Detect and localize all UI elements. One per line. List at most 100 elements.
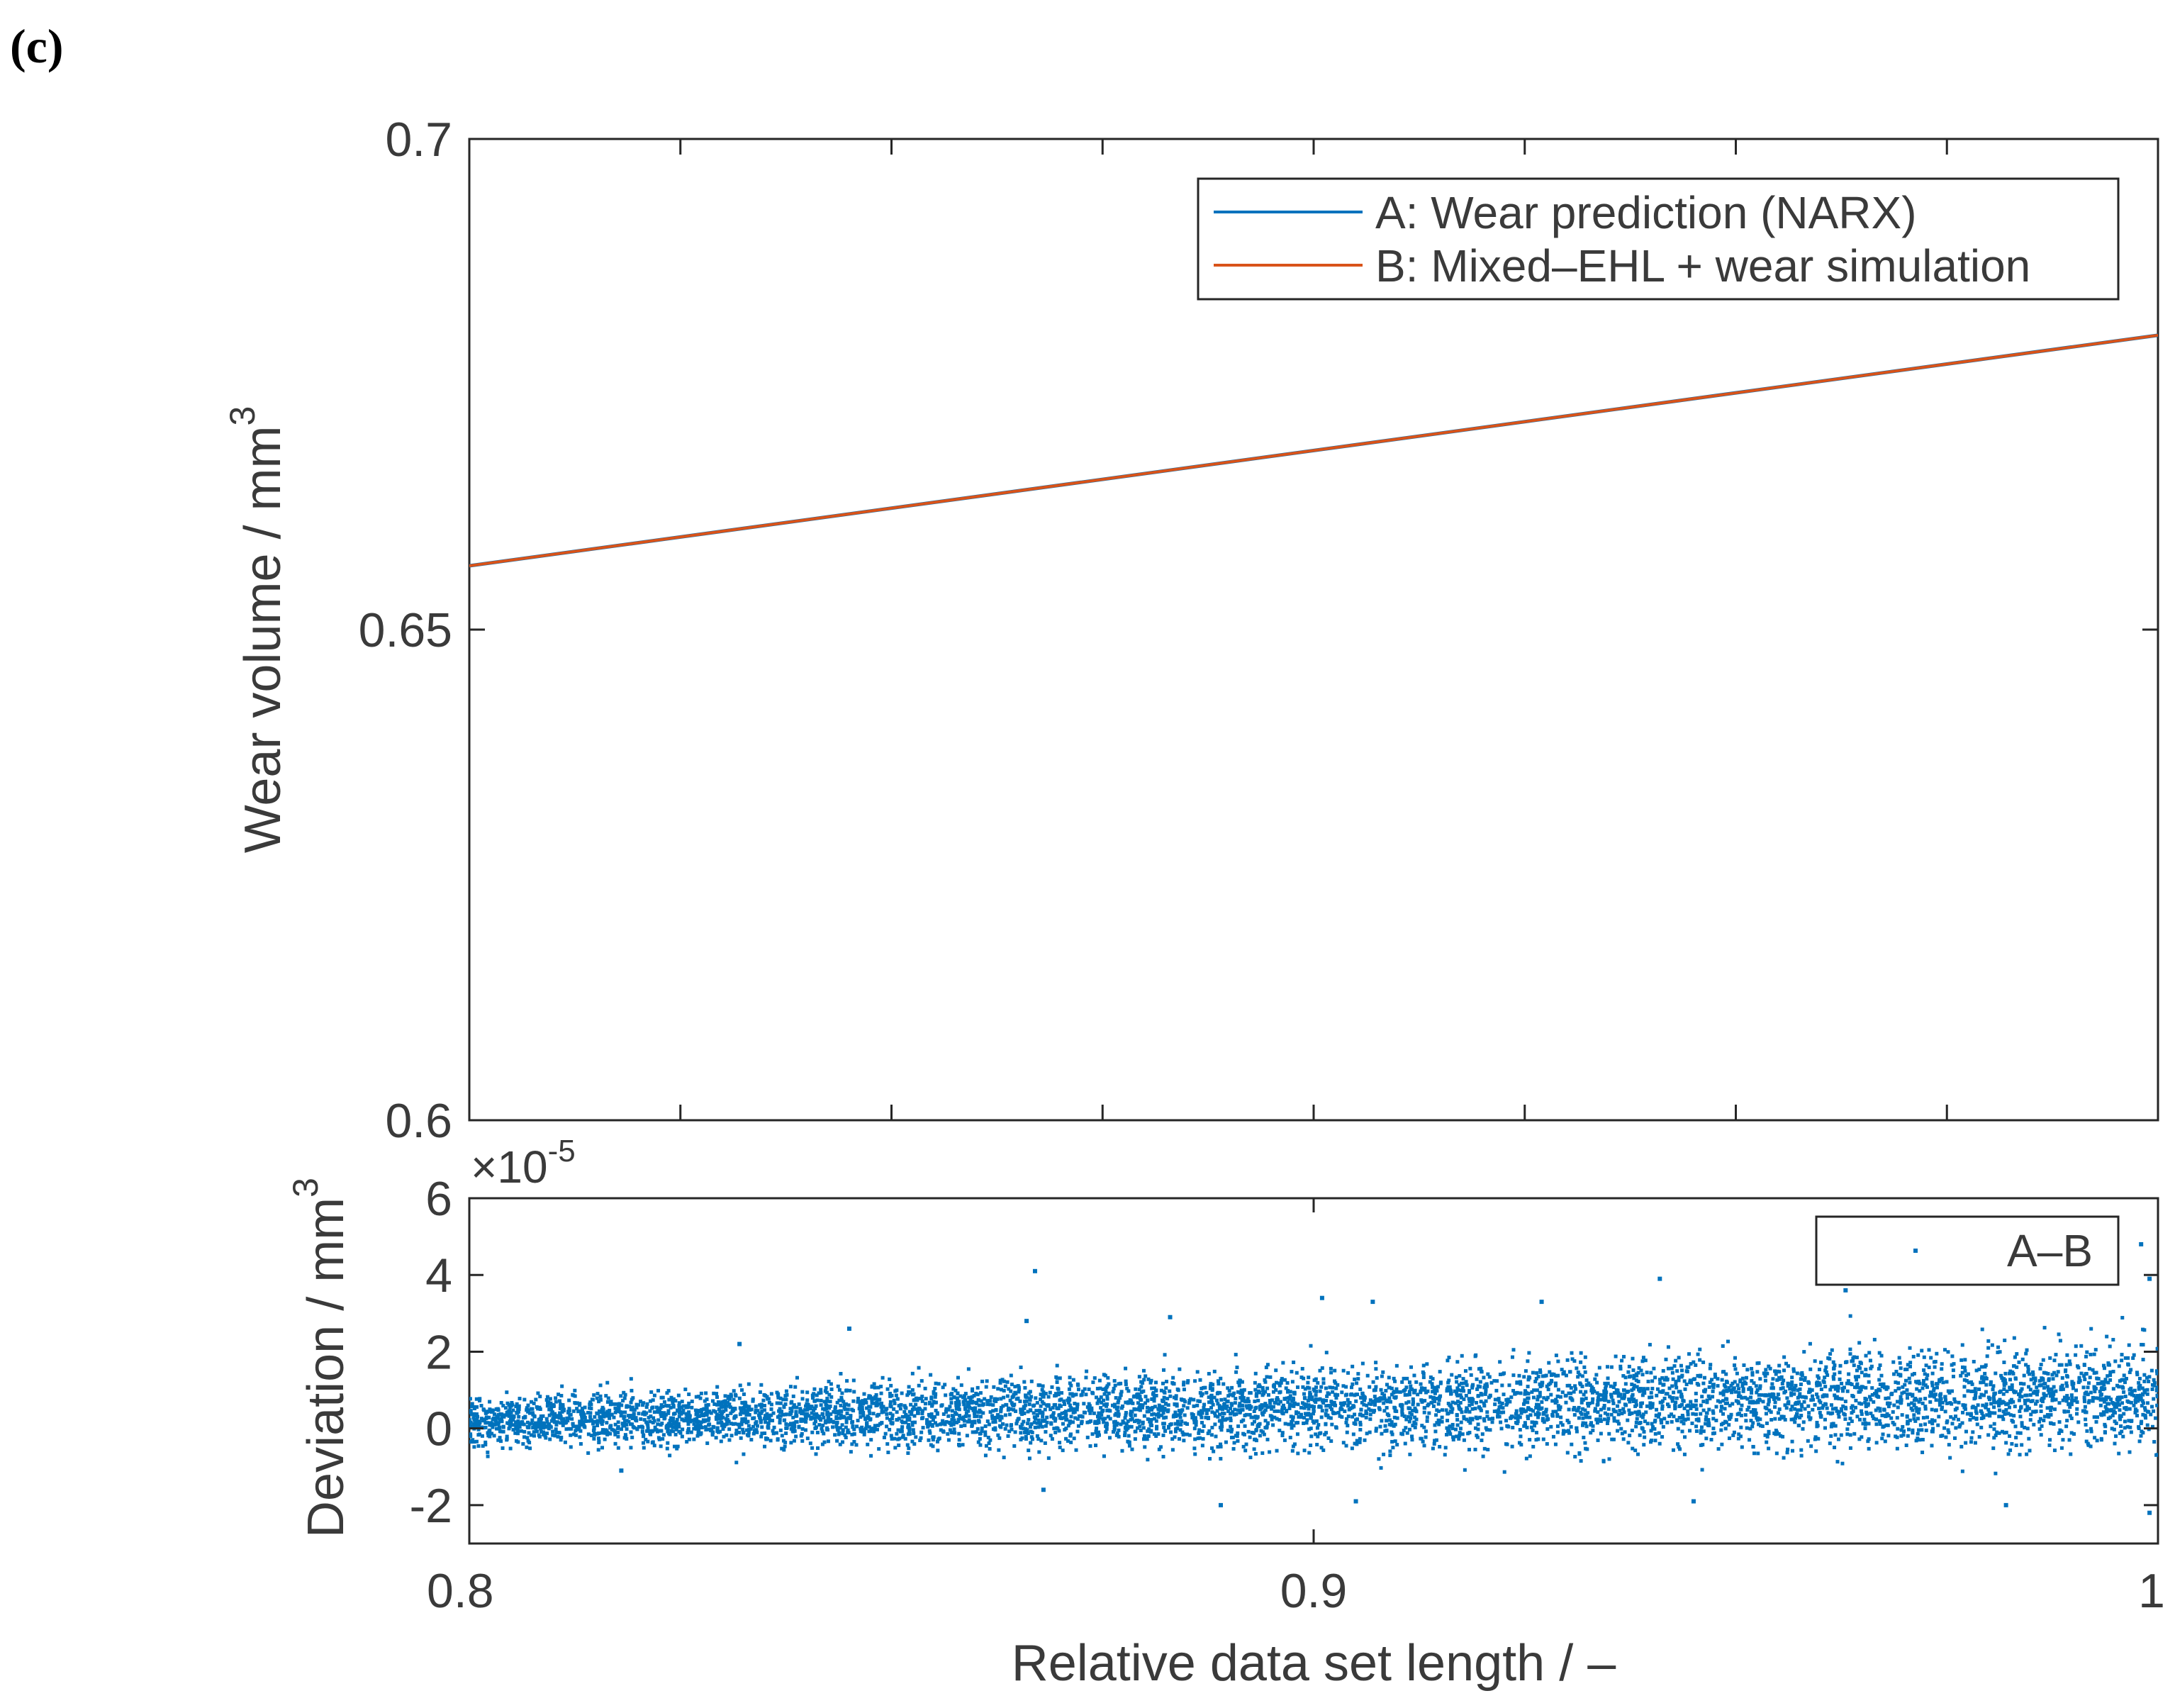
deviation-point bbox=[822, 1415, 826, 1419]
deviation-point bbox=[865, 1423, 869, 1427]
deviation-point bbox=[476, 1427, 481, 1431]
deviation-point bbox=[498, 1436, 502, 1440]
deviation-point bbox=[1902, 1390, 1906, 1395]
deviation-point bbox=[705, 1410, 709, 1414]
deviation-point bbox=[1229, 1402, 1234, 1406]
deviation-point bbox=[1457, 1436, 1461, 1441]
deviation-point bbox=[1474, 1415, 1478, 1419]
deviation-point bbox=[1084, 1375, 1088, 1380]
deviation-point bbox=[1404, 1401, 1409, 1405]
deviation-point bbox=[758, 1403, 762, 1407]
deviation-point bbox=[851, 1399, 856, 1403]
deviation-point bbox=[684, 1418, 688, 1422]
deviation-point bbox=[2029, 1412, 2033, 1417]
deviation-point bbox=[1144, 1395, 1148, 1399]
deviation-point bbox=[1292, 1360, 1296, 1364]
deviation-point bbox=[1798, 1392, 1802, 1396]
deviation-point bbox=[1029, 1408, 1033, 1412]
deviation-point bbox=[1980, 1411, 1984, 1415]
deviation-point bbox=[1740, 1381, 1745, 1385]
deviation-point bbox=[1866, 1439, 1870, 1444]
deviation-point bbox=[1524, 1456, 1528, 1461]
deviation-point bbox=[1263, 1380, 1268, 1384]
deviation-point bbox=[1407, 1400, 1411, 1404]
deviation-point bbox=[907, 1429, 912, 1434]
deviation-point bbox=[1920, 1428, 1924, 1432]
deviation-point bbox=[2049, 1422, 2053, 1426]
deviation-point bbox=[1229, 1418, 1233, 1422]
deviation-point bbox=[1974, 1410, 1978, 1414]
deviation-point bbox=[1631, 1387, 1636, 1391]
deviation-point bbox=[844, 1420, 849, 1424]
deviation-point bbox=[472, 1445, 476, 1449]
deviation-point bbox=[695, 1434, 700, 1438]
deviation-point bbox=[1075, 1402, 1080, 1407]
deviation-point bbox=[1385, 1429, 1389, 1433]
deviation-point bbox=[514, 1421, 518, 1425]
deviation-point bbox=[962, 1402, 966, 1407]
deviation-point bbox=[1382, 1393, 1387, 1397]
deviation-point bbox=[2065, 1394, 2069, 1398]
deviation-point bbox=[906, 1425, 910, 1429]
deviation-point bbox=[1932, 1388, 1936, 1392]
deviation-point bbox=[517, 1424, 521, 1428]
deviation-point bbox=[1917, 1400, 1921, 1404]
deviation-point bbox=[1005, 1394, 1010, 1398]
deviation-point bbox=[894, 1393, 898, 1397]
deviation-point bbox=[1662, 1378, 1667, 1382]
deviation-point bbox=[2001, 1417, 2006, 1422]
deviation-point bbox=[1381, 1370, 1385, 1374]
deviation-point bbox=[1784, 1361, 1789, 1366]
deviation-point bbox=[1633, 1404, 1638, 1408]
deviation-point bbox=[1610, 1437, 1614, 1441]
deviation-point bbox=[1094, 1444, 1098, 1448]
deviation-point bbox=[1227, 1388, 1231, 1392]
deviation-point bbox=[1161, 1405, 1165, 1409]
deviation-point bbox=[488, 1423, 492, 1427]
deviation-point bbox=[1139, 1385, 1144, 1389]
deviation-point bbox=[1292, 1442, 1297, 1446]
deviation-point bbox=[1864, 1385, 1868, 1390]
deviation-point bbox=[1258, 1422, 1262, 1426]
deviation-point bbox=[539, 1429, 543, 1434]
deviation-point bbox=[2020, 1424, 2024, 1428]
deviation-point bbox=[2074, 1344, 2078, 1349]
deviation-point bbox=[1703, 1390, 1707, 1394]
deviation-point bbox=[2017, 1398, 2021, 1402]
deviation-point bbox=[576, 1427, 581, 1431]
deviation-point bbox=[1645, 1422, 1650, 1426]
deviation-point bbox=[2085, 1429, 2089, 1433]
deviation-point bbox=[1975, 1422, 1979, 1427]
deviation-point bbox=[1537, 1404, 1541, 1408]
deviation-point bbox=[1600, 1397, 1604, 1402]
deviation-point bbox=[1007, 1406, 1011, 1410]
deviation-point bbox=[1521, 1407, 1526, 1412]
deviation-point bbox=[1776, 1411, 1780, 1415]
deviation-point bbox=[605, 1421, 609, 1425]
deviation-point bbox=[1068, 1381, 1072, 1385]
deviation-point bbox=[1925, 1373, 1930, 1377]
deviation-point bbox=[860, 1405, 864, 1410]
deviation-point bbox=[1209, 1394, 1213, 1398]
deviation-point bbox=[1694, 1424, 1699, 1429]
deviation-point bbox=[888, 1417, 892, 1422]
deviation-point bbox=[799, 1419, 803, 1423]
deviation-point bbox=[1718, 1400, 1723, 1404]
deviation-point bbox=[2126, 1356, 2130, 1360]
deviation-point bbox=[622, 1436, 627, 1440]
deviation-point bbox=[844, 1435, 848, 1439]
deviation-point bbox=[856, 1400, 860, 1404]
deviation-point bbox=[1679, 1363, 1683, 1368]
deviation-point bbox=[2118, 1417, 2123, 1422]
deviation-point bbox=[474, 1412, 479, 1417]
deviation-point bbox=[2103, 1380, 2107, 1384]
deviation-point bbox=[1321, 1401, 1326, 1405]
deviation-point bbox=[2084, 1354, 2089, 1358]
deviation-point bbox=[479, 1417, 483, 1421]
deviation-point bbox=[1424, 1435, 1428, 1439]
deviation-point bbox=[1046, 1395, 1051, 1399]
deviation-point bbox=[791, 1405, 795, 1410]
deviation-point bbox=[1248, 1435, 1252, 1439]
deviation-point bbox=[1173, 1402, 1177, 1406]
deviation-point bbox=[837, 1412, 841, 1416]
